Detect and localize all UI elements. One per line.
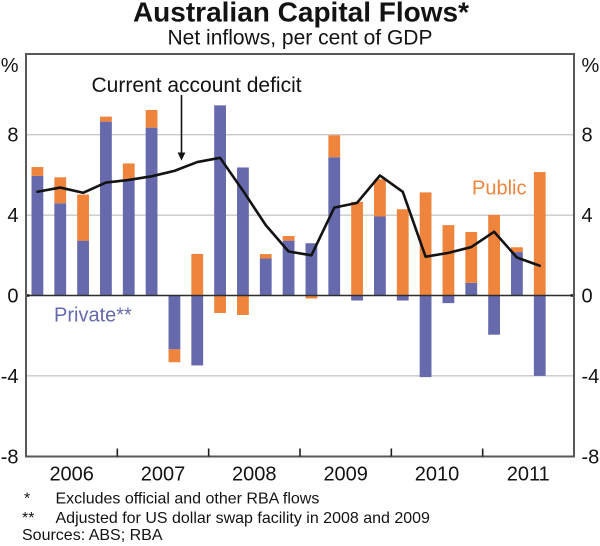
svg-text:%: % (1, 55, 19, 77)
svg-text:-4: -4 (582, 366, 600, 388)
svg-text:2008: 2008 (232, 464, 277, 486)
svg-text:*: * (24, 490, 30, 507)
svg-text:0: 0 (582, 286, 593, 308)
svg-text:4: 4 (7, 205, 18, 227)
svg-text:Net inflows, per cent of GDP: Net inflows, per cent of GDP (168, 27, 433, 50)
svg-text:4: 4 (582, 205, 593, 227)
svg-text:**: ** (22, 510, 34, 527)
svg-text:Excludes official and other RB: Excludes official and other RBA flows (56, 490, 320, 507)
svg-text:2007: 2007 (141, 464, 186, 486)
svg-text:Private**: Private** (54, 305, 132, 327)
svg-text:Public: Public (472, 178, 526, 200)
svg-text:8: 8 (582, 125, 593, 147)
svg-text:0: 0 (7, 286, 18, 308)
svg-text:8: 8 (7, 125, 18, 147)
svg-text:Sources: ABS; RBA: Sources: ABS; RBA (22, 527, 163, 544)
svg-text:2006: 2006 (49, 464, 94, 486)
svg-text:Australian Capital Flows*: Australian Capital Flows* (133, 0, 469, 28)
svg-text:-4: -4 (1, 366, 19, 388)
svg-text:2011: 2011 (507, 464, 550, 486)
svg-text:2010: 2010 (415, 464, 460, 486)
svg-text:2009: 2009 (323, 464, 368, 486)
svg-text:%: % (582, 55, 600, 77)
svg-text:-8: -8 (1, 446, 19, 468)
svg-text:Current account deficit: Current account deficit (92, 74, 302, 97)
svg-text:-8: -8 (582, 446, 600, 468)
svg-text:Adjusted for US dollar swap fa: Adjusted for US dollar swap facility in … (56, 510, 431, 527)
